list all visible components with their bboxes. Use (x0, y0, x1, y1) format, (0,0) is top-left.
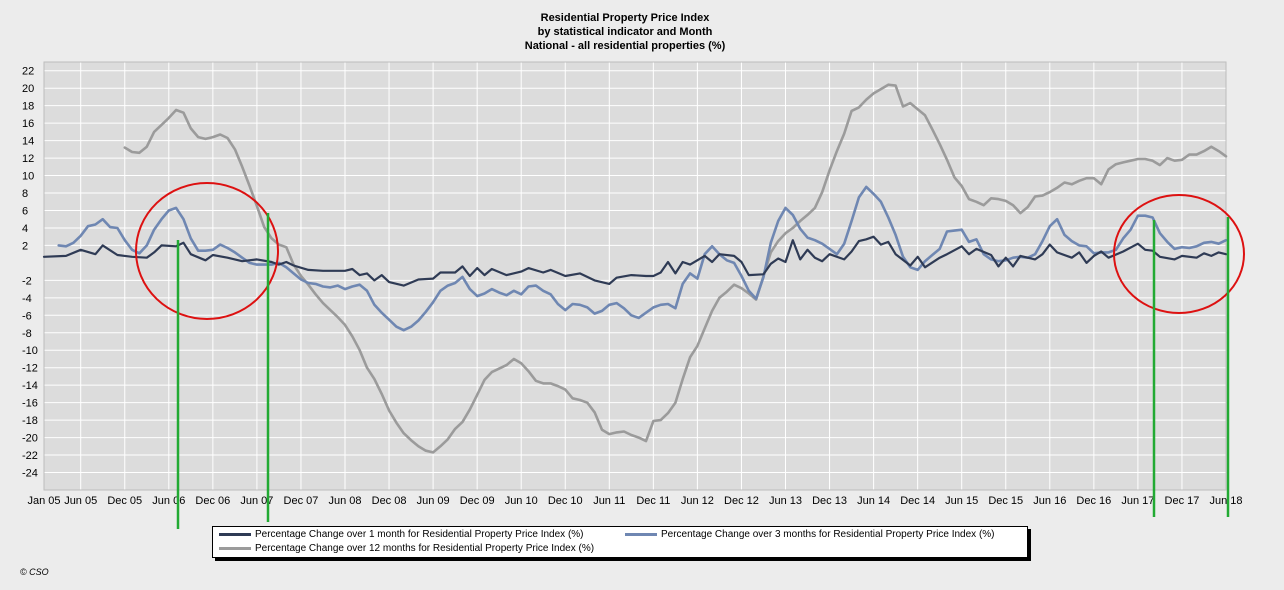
legend-entry-12-months: Percentage Change over 12 months for Res… (219, 543, 594, 554)
x-tick-label: Dec 14 (900, 495, 935, 507)
x-tick-label: Jun 12 (681, 495, 714, 507)
y-tick-label: 22 (22, 66, 34, 78)
y-tick-label: 8 (22, 188, 28, 200)
y-tick-label: -4 (22, 293, 32, 305)
legend-swatch-12-months (219, 547, 251, 550)
series-layer (42, 83, 1228, 454)
y-tick-label: 6 (22, 205, 28, 217)
y-tick-label: -14 (22, 380, 38, 392)
legend-label-1-month: Percentage Change over 1 month for Resid… (255, 529, 584, 540)
legend-entry-3-months: Percentage Change over 3 months for Resi… (625, 529, 995, 540)
x-tick-label: Jun 13 (769, 495, 802, 507)
plot-border (43, 61, 1227, 491)
x-tick-label: Jun 18 (1209, 495, 1242, 507)
x-tick-label: Jun 06 (152, 495, 185, 507)
legend-entry-1-month: Percentage Change over 1 month for Resid… (219, 529, 584, 540)
x-tick-label: Jun 17 (1121, 495, 1154, 507)
series-1-month-line (42, 235, 1228, 287)
y-tick-label: -6 (22, 310, 32, 322)
copyright-label: © CSO (20, 567, 49, 577)
x-tick-label: Jun 15 (945, 495, 978, 507)
highlight-circle (1113, 194, 1245, 314)
y-axis: 22 20 18 16 14 12 10 8 6 4 2 -2 -4 -6 -8 -10 -12 -14 -16 -1… (22, 66, 38, 480)
x-tick-label: Dec 08 (372, 495, 407, 507)
legend-label-3-months: Percentage Change over 3 months for Resi… (661, 529, 995, 540)
legend-label-12-months: Percentage Change over 12 months for Res… (255, 543, 595, 554)
y-tick-label: -16 (22, 398, 38, 410)
x-tick-label: Jun 07 (240, 495, 273, 507)
chart-title-line-3: National - all residential properties (%… (524, 40, 726, 52)
y-tick-label: -10 (22, 345, 38, 357)
y-tick-label: -12 (22, 363, 38, 375)
chart-title-line-2: by statistical indicator and Month (537, 26, 713, 38)
highlight-circle (135, 182, 279, 320)
x-tick-label: Jun 09 (417, 495, 450, 507)
x-tick-label: Dec 13 (812, 495, 847, 507)
x-tick-label: Dec 16 (1076, 495, 1111, 507)
y-tick-label: -8 (22, 328, 32, 340)
y-tick-label: 2 (22, 240, 28, 252)
y-tick-label: -22 (22, 450, 38, 462)
legend-swatch-1-month (219, 533, 251, 536)
y-tick-label: -24 (22, 468, 38, 480)
x-tick-label: Dec 10 (548, 495, 583, 507)
x-tick-label: Dec 12 (724, 495, 759, 507)
series-3-months-line (57, 185, 1228, 332)
x-tick-label: Dec 17 (1165, 495, 1200, 507)
series-12-months-line (123, 83, 1228, 454)
y-tick-label: 16 (22, 118, 34, 130)
x-tick-label: Jun 05 (64, 495, 97, 507)
x-tick-label: Jun 08 (328, 495, 361, 507)
y-tick-label: 14 (22, 136, 34, 148)
legend-swatch-3-months (625, 533, 657, 536)
y-tick-label: -2 (22, 275, 32, 287)
x-tick-label: Dec 05 (107, 495, 142, 507)
x-axis: Jan 05 Jun 05 Dec 05 Jun 06 Dec 06 Jun 07 Dec … (27, 495, 1242, 507)
x-tick-label: Jan 05 (27, 495, 60, 507)
x-tick-label: Jun 14 (857, 495, 890, 507)
chart-title-line-1: Residential Property Price Index (540, 12, 710, 24)
y-tick-label: 10 (22, 171, 34, 183)
x-tick-label: Dec 07 (284, 495, 319, 507)
legend: Percentage Change over 1 month for Resid… (212, 526, 1028, 558)
grid-layer (43, 61, 1227, 491)
y-tick-label: -20 (22, 433, 38, 445)
y-tick-label: 20 (22, 83, 34, 95)
x-tick-label: Dec 11 (636, 495, 670, 507)
x-tick-label: Dec 09 (460, 495, 495, 507)
y-tick-label: -18 (22, 415, 38, 427)
y-tick-label: 18 (22, 101, 34, 113)
x-tick-label: Jun 16 (1033, 495, 1066, 507)
x-tick-label: Dec 15 (988, 495, 1023, 507)
y-tick-label: 12 (22, 153, 34, 165)
annotation-layer (135, 182, 1245, 529)
x-tick-label: Jun 11 (593, 495, 625, 507)
x-tick-label: Jun 10 (505, 495, 538, 507)
x-tick-label: Dec 06 (195, 495, 230, 507)
y-tick-label: 4 (22, 223, 28, 235)
